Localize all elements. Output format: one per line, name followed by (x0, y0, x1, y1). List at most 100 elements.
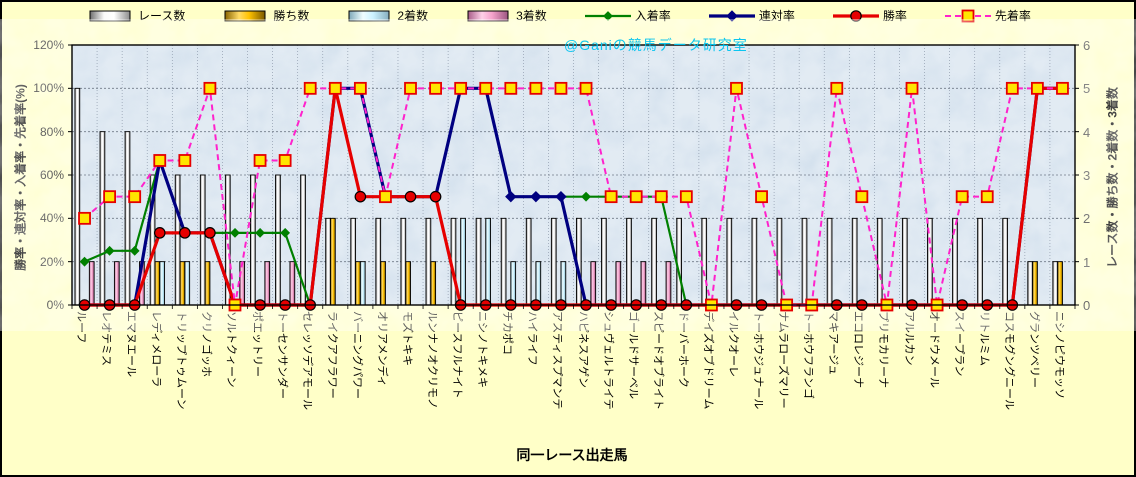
marker-square (303, 81, 317, 95)
marker-square (654, 190, 668, 204)
bar-レース数 (751, 217, 758, 306)
bar-3着数 (640, 261, 647, 306)
x-label: アルルカン (902, 311, 915, 366)
x-axis-title: 同一レース出走馬 (516, 447, 628, 463)
marker-square (554, 81, 568, 95)
x-label: イルクオーレ (726, 311, 739, 377)
marker-diamond (555, 190, 567, 203)
marker-square (529, 81, 543, 95)
marker-circle (850, 9, 862, 22)
right-tick-label: 3 (1083, 168, 1091, 183)
bar-レース数 (550, 217, 557, 306)
x-label: ニシノトキメキ (476, 311, 489, 388)
bar-レース数 (400, 217, 407, 306)
bar-勝ち数 (179, 261, 186, 306)
marker-square (379, 190, 392, 204)
x-label: トーホウジュナール (752, 311, 765, 410)
x-label: ピースフルナイト (451, 311, 464, 399)
x-label: レディメローラ (150, 311, 163, 388)
marker-diamond (726, 9, 738, 22)
marker-diamond (505, 190, 517, 203)
bar-2着数 (560, 261, 567, 306)
plot-area (68, 44, 1079, 312)
legend-item-勝率: 勝率 (832, 7, 907, 24)
marker-diamond (255, 227, 265, 238)
legend-swatch (708, 9, 755, 22)
marker-diamond (280, 227, 291, 238)
x-label: ハピネスアゲン (576, 311, 589, 388)
marker-diamond (79, 256, 90, 267)
legend-label: 連対率 (758, 9, 795, 23)
marker-square (153, 154, 167, 167)
x-label: シュヴェルトライテ (601, 311, 614, 410)
bar-レース数 (876, 217, 883, 306)
marker-square (253, 154, 267, 167)
legend-label: 勝ち数 (273, 9, 310, 23)
marker-square (103, 190, 117, 204)
bar-3着数 (615, 261, 622, 306)
bar-レース数 (375, 217, 382, 306)
bar-レース数 (1002, 217, 1008, 306)
x-label: コスモグングニール (1002, 311, 1015, 410)
bar-勝ち数 (154, 261, 161, 306)
marker-square (328, 81, 342, 95)
x-label: アスティスプマンテ (551, 311, 564, 410)
bar-レース数 (1027, 261, 1034, 306)
bar-レース数 (701, 217, 708, 306)
marker-circle (429, 190, 442, 203)
bar-レース数 (651, 217, 657, 306)
bar-3着数 (88, 261, 95, 306)
legend-swatch (224, 10, 266, 21)
legend: レース数 勝ち数 2着数 3着数 入着率 連対率 勝率 先着率 (88, 7, 1031, 24)
marker-circle (179, 227, 191, 239)
marker-square (579, 81, 593, 95)
marker-square (679, 190, 693, 204)
legend-swatch (348, 10, 390, 21)
bar-レース数 (1052, 261, 1059, 306)
marker-square (1056, 81, 1069, 95)
right-tick-label: 6 (1083, 38, 1091, 53)
legend-item-3着数: 3着数 (466, 7, 547, 24)
bar-レース数 (199, 174, 206, 306)
legend-bar-swatch (224, 10, 266, 21)
marker-square (980, 190, 994, 204)
bar-レース数 (500, 217, 507, 306)
x-label: ニシノピウモッソ (1052, 311, 1065, 399)
bar-レース数 (525, 217, 532, 306)
marker-square (955, 190, 969, 204)
legend-item-レース数: レース数 (88, 7, 185, 24)
marker-square (128, 190, 142, 204)
bar-2着数 (159, 261, 166, 306)
left-tick-label: 120% (33, 38, 64, 52)
x-label: エマヌエール (125, 311, 138, 377)
x-label: ゴールドサーベル (626, 311, 639, 399)
bar-勝ち数 (405, 261, 411, 306)
x-label: レオテミス (100, 311, 113, 366)
right-tick-label: 2 (1083, 211, 1091, 227)
bar-レース数 (626, 217, 632, 306)
x-label: ライクアフラワー (325, 311, 338, 399)
marker-square (454, 81, 468, 95)
left-tick-label: 60% (39, 168, 64, 182)
legend-swatch (832, 9, 879, 22)
marker-square (1030, 81, 1044, 95)
right-tick-label: 0 (1083, 298, 1091, 313)
marker-square (961, 9, 975, 22)
legend-swatch (89, 10, 131, 21)
x-label: モズトキキ (401, 311, 413, 366)
bar-勝ち数 (380, 261, 386, 306)
bar-3着数 (289, 261, 296, 306)
bar-レース数 (726, 217, 733, 306)
bar-勝ち数 (1032, 261, 1038, 306)
bar-レース数 (425, 217, 432, 306)
marker-circle (153, 227, 166, 239)
marker-square (278, 154, 292, 167)
legend-item-勝ち数: 勝ち数 (223, 7, 309, 24)
bar-レース数 (99, 131, 106, 306)
legend-item-入着率: 入着率 (584, 7, 671, 24)
bar-勝ち数 (430, 261, 437, 306)
bar-レース数 (475, 217, 482, 306)
legend-item-連対率: 連対率 (708, 7, 795, 24)
bar-勝ち数 (355, 261, 361, 306)
marker-square (429, 81, 442, 95)
